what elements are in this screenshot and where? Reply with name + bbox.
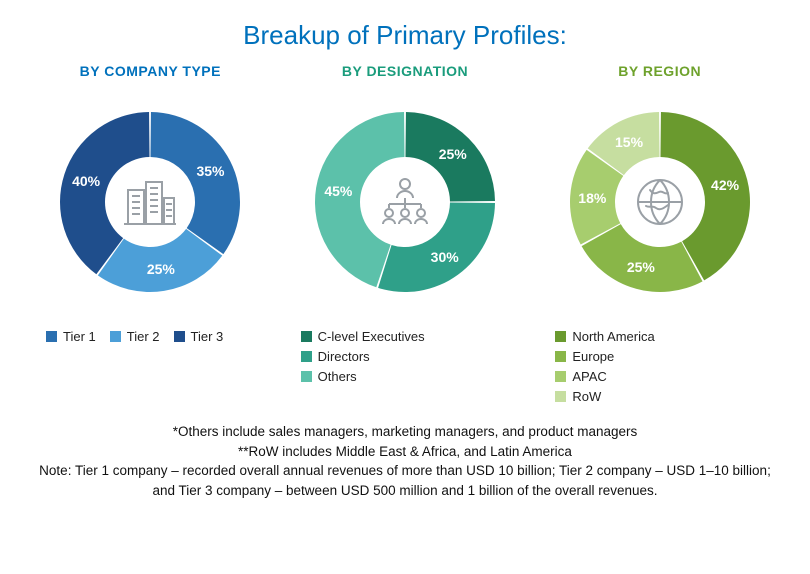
legend-item: Tier 3	[174, 329, 224, 344]
footnote-line: Note: Tier 1 company – recorded overall …	[38, 461, 772, 500]
legend-item: Directors	[301, 349, 425, 364]
org-icon	[363, 160, 447, 244]
donut-designation: 25%30%45%	[300, 97, 510, 307]
chart-region: BY REGION 42%25%18%15% North America Europ…	[537, 63, 782, 404]
page-title: Breakup of Primary Profiles:	[28, 20, 782, 51]
legend-label: Directors	[318, 349, 370, 364]
legend-label: RoW	[572, 389, 601, 404]
footnote-line: **RoW includes Middle East & Africa, and…	[38, 442, 772, 462]
legend-swatch	[555, 391, 566, 402]
legend-label: Tier 1	[63, 329, 96, 344]
legend-item: Others	[301, 369, 425, 384]
legend: North America Europe APAC RoW	[555, 329, 654, 404]
footnotes: *Others include sales managers, marketin…	[28, 422, 782, 500]
legend-swatch	[301, 371, 312, 382]
legend-item: RoW	[555, 389, 654, 404]
legend-label: Europe	[572, 349, 614, 364]
legend-item: C-level Executives	[301, 329, 425, 344]
legend-label: Tier 3	[191, 329, 224, 344]
legend-label: Others	[318, 369, 357, 384]
legend-swatch	[46, 331, 57, 342]
legend-swatch	[555, 331, 566, 342]
legend-item: North America	[555, 329, 654, 344]
legend-label: Tier 2	[127, 329, 160, 344]
legend-item: Europe	[555, 349, 654, 364]
legend: C-level Executives Directors Others	[301, 329, 425, 384]
globe-icon	[618, 160, 702, 244]
legend-swatch	[301, 351, 312, 362]
chart-designation: BY DESIGNATION 25%30%45% C-level Executiv…	[283, 63, 528, 404]
legend-swatch	[301, 331, 312, 342]
legend-label: C-level Executives	[318, 329, 425, 344]
charts-row: BY COMPANY TYPE 35%25%40%Tier 1Tier 2Tie…	[28, 63, 782, 404]
legend-swatch	[555, 371, 566, 382]
chart-subtitle: BY REGION	[618, 63, 701, 79]
chart-subtitle: BY DESIGNATION	[342, 63, 468, 79]
legend-swatch	[555, 351, 566, 362]
donut-region: 42%25%18%15%	[555, 97, 765, 307]
legend-item: Tier 2	[110, 329, 160, 344]
donut-company-type: 35%25%40%	[45, 97, 255, 307]
legend-swatch	[110, 331, 121, 342]
legend: Tier 1 Tier 2 Tier 3	[46, 329, 223, 344]
legend-label: North America	[572, 329, 654, 344]
chart-subtitle: BY COMPANY TYPE	[80, 63, 221, 79]
legend-item: Tier 1	[46, 329, 96, 344]
buildings-icon	[108, 160, 192, 244]
legend-item: APAC	[555, 369, 654, 384]
legend-swatch	[174, 331, 185, 342]
chart-company-type: BY COMPANY TYPE 35%25%40%Tier 1Tier 2Tie…	[28, 63, 273, 404]
footnote-line: *Others include sales managers, marketin…	[38, 422, 772, 442]
legend-label: APAC	[572, 369, 606, 384]
